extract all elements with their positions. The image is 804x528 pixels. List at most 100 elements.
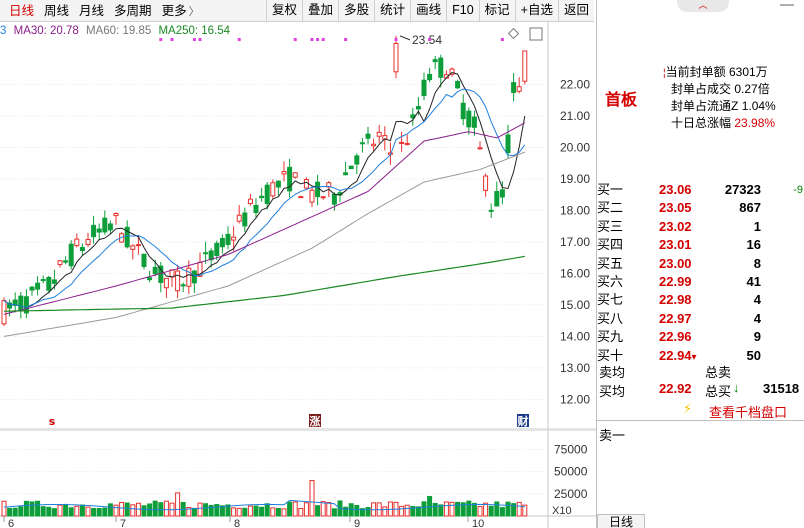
multi-stock-button[interactable]: 多股 — [338, 0, 374, 22]
bid-row[interactable]: 买五 23.00 8 — [597, 255, 804, 273]
statistics-button[interactable]: 统计 — [374, 0, 410, 22]
seal-amount-value: 6301万 — [728, 65, 768, 79]
bid-row[interactable]: 买八 22.97 4 — [597, 310, 804, 328]
volume-bar — [449, 501, 455, 517]
candle-body — [281, 171, 287, 175]
bid-price: 22.94▾ — [659, 347, 697, 363]
bid-volume: 16 — [746, 237, 761, 253]
volume-bar — [259, 506, 265, 517]
bid-volume: 867 — [739, 200, 761, 216]
seal-float-value: 1.04% — [741, 99, 776, 113]
volume-bar — [404, 504, 410, 517]
seal-amount-row: ¦当前封单额 6301万 — [663, 64, 768, 82]
candle-body — [18, 295, 24, 312]
mark-button[interactable]: 标记 — [478, 0, 515, 22]
tab-daily[interactable]: 日线 — [9, 4, 35, 18]
volume-bar — [208, 504, 214, 517]
volume-bar — [494, 501, 500, 517]
candle-body — [393, 42, 399, 73]
candle-body — [466, 110, 472, 128]
signal-dot — [394, 38, 398, 41]
bid-row[interactable]: 买一 23.06 27323 -9 — [597, 181, 804, 199]
volume-bar — [443, 501, 449, 517]
restore-rights-button[interactable]: 复权 — [266, 0, 302, 22]
tab-monthly[interactable]: 月线 — [79, 4, 105, 18]
volume-bar — [12, 507, 18, 517]
diamond-icon — [507, 27, 520, 40]
bid-price: 23.06 — [659, 182, 692, 197]
candlestick-chart[interactable]: 22.00 21.00 20.00 19.00 18.00 17.00 16.00 15.00… — [0, 22, 596, 430]
signal-dot — [237, 38, 241, 41]
seal-float-label: 封单占流通Z — [671, 99, 739, 113]
bid-volume: 4 — [753, 310, 761, 326]
volume-bar — [29, 501, 35, 517]
candle-body — [85, 239, 91, 246]
minimize-icon[interactable] — [780, 4, 794, 6]
bid-row[interactable]: 买二 23.05 867 — [597, 199, 804, 217]
bottom-tab-daily[interactable]: 日线 — [597, 514, 645, 528]
volume-bar — [51, 508, 57, 517]
volume-bar — [247, 505, 253, 517]
expand-icon — [529, 27, 543, 41]
candle-body — [141, 253, 147, 267]
back-button[interactable]: 返回 — [557, 0, 594, 22]
overlay-button[interactable]: 叠加 — [302, 0, 338, 22]
volume-bar — [141, 505, 147, 517]
tab-more[interactable]: 更多〉 — [157, 3, 205, 20]
candle-body — [455, 81, 461, 89]
volume-bar — [186, 507, 192, 517]
volume-bar — [107, 503, 113, 517]
bid-row[interactable]: 买十 22.94▾ 50 — [597, 347, 804, 365]
tab-more-label: 更多 — [161, 4, 187, 18]
candle-body — [471, 116, 477, 128]
bid-row[interactable]: 买四 23.01 16 — [597, 236, 804, 254]
candle-body — [376, 131, 382, 137]
volume-tick-label: 75000 — [554, 442, 588, 456]
candle-body — [460, 102, 466, 120]
bid-row[interactable]: 买七 22.98 4 — [597, 291, 804, 309]
bid-level-label: 买二 — [597, 200, 624, 216]
bid-level-label: 买七 — [597, 292, 624, 308]
volume-chart[interactable]: 75000 50000 25000 X10 6 7 8 9 10 — [0, 430, 596, 528]
price-tick-label: 22.00 — [560, 77, 590, 91]
tab-multi-period[interactable]: 多周期 — [114, 4, 152, 18]
volume-bar — [315, 505, 321, 517]
volume-bar — [455, 501, 461, 517]
candle-body — [231, 236, 237, 241]
volume-bar — [488, 505, 494, 517]
volume-bar — [163, 500, 169, 517]
month-label: 9 — [354, 518, 360, 528]
volume-bar — [466, 500, 472, 517]
candle-body — [7, 302, 13, 309]
collapse-up-icon[interactable]: ︿ — [677, 0, 729, 12]
candle-body — [225, 233, 231, 245]
volume-unit-label: X10 — [552, 505, 572, 517]
order-book-panel: ︿ 首板 ¦当前封单额 6301万 封单占成交 0.27倍 封单占流通Z 1.0… — [596, 0, 804, 528]
add-favorite-button[interactable]: +自选 — [514, 0, 558, 22]
tab-weekly[interactable]: 周线 — [44, 4, 70, 18]
bid-row[interactable]: 买三 23.02 1 — [597, 218, 804, 236]
month-label: 6 — [8, 518, 14, 528]
bid-level-label: 买一 — [597, 182, 624, 197]
panel-divider — [597, 420, 804, 421]
price-tick-label: 20.00 — [560, 140, 590, 154]
bid-price: 22.99 — [659, 274, 692, 289]
volume-bar — [511, 503, 517, 517]
f10-button[interactable]: F10 — [446, 0, 479, 22]
candle-body — [253, 204, 259, 214]
bid-row[interactable]: 买九 22.96 9 — [597, 328, 804, 346]
tool-buttons: 复权 叠加 多股 统计 画线 F10 标记 +自选 返回 — [266, 0, 594, 22]
volume-bar — [1, 500, 7, 517]
candle-body — [259, 195, 265, 199]
view-thousand-levels-link[interactable]: 查看千档盘口 — [709, 405, 788, 420]
seal-vol-row: 封单占成交 0.27倍 — [671, 81, 770, 97]
bid-row[interactable]: 买六 22.99 41 — [597, 273, 804, 291]
volume-bar — [410, 505, 416, 517]
volume-bar — [79, 504, 85, 517]
candle-body — [214, 242, 220, 256]
draw-line-button[interactable]: 画线 — [410, 0, 446, 22]
volume-bar — [438, 504, 444, 517]
candle-body — [96, 228, 102, 233]
bid-price: 23.05 — [659, 200, 692, 216]
ten-day-value: 23.98% — [734, 116, 776, 130]
